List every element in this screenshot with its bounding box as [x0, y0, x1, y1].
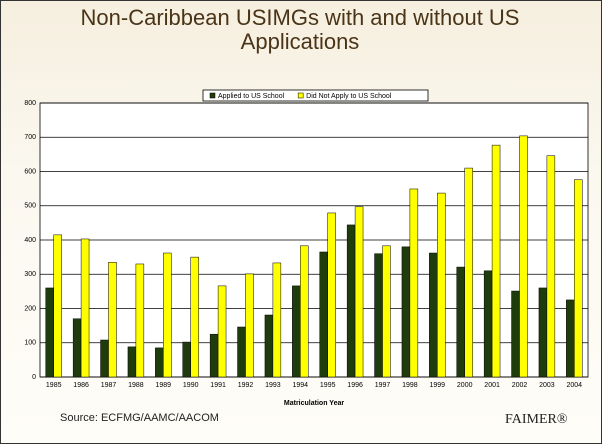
x-tick-label: 1993	[265, 382, 281, 389]
x-tick-label: 2003	[539, 382, 555, 389]
bar	[272, 262, 282, 378]
x-axis-label: Matriculation Year	[284, 400, 344, 407]
legend-swatch	[209, 92, 216, 99]
footer: FAIMER®	[505, 412, 568, 427]
x-tick-label: 1986	[73, 382, 89, 389]
bar	[100, 339, 109, 378]
legend-label: Applied to US School	[218, 93, 285, 100]
bar	[135, 263, 145, 378]
y-tick-label: 800	[24, 100, 36, 107]
bar	[574, 179, 583, 378]
x-tick-label: 1985	[46, 382, 62, 389]
x-tick-label: 1994	[293, 382, 309, 389]
y-tick-label: 500	[24, 203, 36, 210]
legend-label: Did Not Apply to US School	[306, 93, 392, 100]
bar	[217, 285, 227, 378]
bar	[346, 224, 356, 378]
y-tick-label: 0	[32, 374, 36, 381]
y-tick-label: 100	[24, 340, 36, 347]
bar	[464, 167, 473, 378]
bar	[127, 346, 137, 378]
bar	[155, 347, 164, 378]
x-tick-label: 1999	[430, 382, 446, 389]
bar	[437, 192, 446, 378]
bar	[264, 314, 274, 378]
bar	[190, 256, 199, 378]
y-tick-label: 600	[24, 168, 36, 175]
x-tick-label: 1987	[101, 382, 117, 389]
bar	[354, 206, 364, 378]
y-tick-label: 700	[24, 134, 36, 141]
bar	[245, 273, 254, 378]
x-tick-label: 1996	[347, 382, 363, 389]
legend-swatch	[297, 92, 304, 99]
bar	[237, 326, 246, 378]
x-tick-label: 1992	[238, 382, 254, 389]
bar	[300, 245, 309, 378]
bar	[108, 262, 117, 378]
bar	[292, 285, 301, 378]
x-tick-label: 2004	[567, 382, 583, 389]
bar	[163, 252, 172, 378]
source: Source: ECFMG/AAMC/AACOM	[60, 412, 219, 424]
bar	[429, 252, 438, 378]
bar	[538, 287, 548, 378]
bar	[409, 188, 419, 378]
bar	[456, 266, 465, 378]
bar	[546, 155, 556, 378]
bar	[519, 135, 528, 378]
bar	[53, 234, 62, 378]
bar	[80, 238, 90, 378]
chart-title: Non-Caribbean USIMGs with and without US…	[80, 5, 520, 54]
x-tick-label: 1998	[402, 382, 418, 389]
bar	[319, 251, 328, 378]
x-tick-label: 1997	[375, 382, 391, 389]
bar	[374, 253, 383, 378]
legend-box	[202, 89, 429, 102]
bar	[491, 144, 501, 378]
bar	[45, 287, 54, 378]
bar	[511, 290, 520, 378]
x-tick-label: 2001	[484, 382, 500, 389]
bar	[209, 333, 219, 378]
x-tick-label: 1995	[320, 382, 336, 389]
bar	[182, 341, 191, 378]
y-tick-label: 300	[24, 271, 36, 278]
bar	[327, 212, 336, 378]
x-tick-label: 1991	[210, 382, 226, 389]
y-tick-label: 200	[24, 305, 36, 312]
x-tick-label: 1989	[156, 382, 172, 389]
x-tick-label: 1988	[128, 382, 144, 389]
bar	[382, 245, 391, 378]
y-tick-label: 400	[24, 237, 36, 244]
x-tick-label: 2002	[512, 382, 528, 389]
bar	[483, 270, 493, 378]
bar	[566, 299, 575, 378]
x-tick-label: 1990	[183, 382, 199, 389]
bar	[401, 246, 411, 378]
bar	[72, 318, 82, 378]
x-tick-label: 2000	[457, 382, 473, 389]
